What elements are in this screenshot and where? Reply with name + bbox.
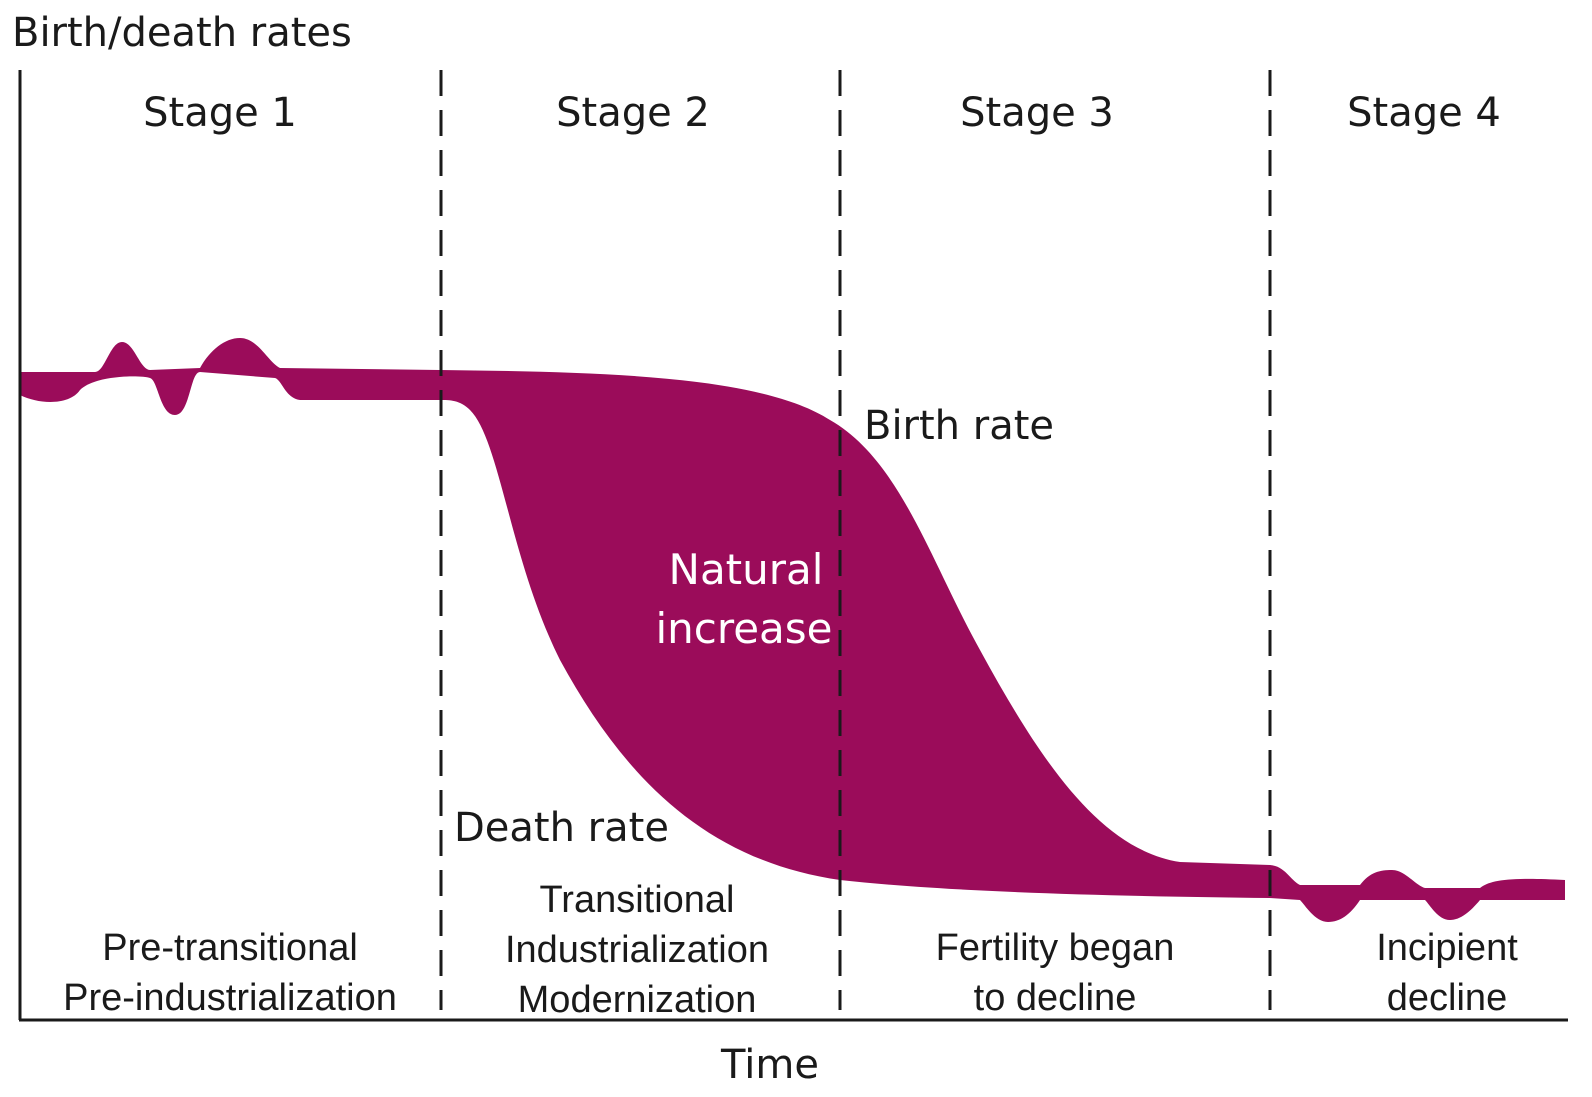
- death-rate-label: Death rate: [454, 805, 669, 851]
- x-axis-label: Time: [720, 1042, 819, 1088]
- stage-description: Incipient: [1376, 927, 1518, 969]
- stage-description: Transitional: [539, 879, 734, 921]
- stage-description: Fertility began: [936, 927, 1175, 969]
- stage-title: Stage 2: [556, 90, 710, 136]
- natural-increase-label: Natural: [669, 545, 824, 594]
- stage-description: Pre-transitional: [102, 927, 358, 969]
- natural-increase-label: increase: [655, 604, 832, 653]
- stage-description: Pre-industrialization: [63, 977, 397, 1019]
- stage-dividers: [439, 70, 1272, 1010]
- stage-description: Industrialization: [505, 929, 769, 971]
- y-axis-label: Birth/death rates: [12, 10, 352, 56]
- stage-description: decline: [1387, 977, 1507, 1019]
- stage-title: Stage 1: [143, 90, 297, 136]
- stage-title: Stage 4: [1347, 90, 1501, 136]
- natural-increase-area: [20, 338, 1565, 922]
- stage-description: to decline: [974, 977, 1137, 1019]
- stage-description: Modernization: [518, 979, 757, 1021]
- birth-rate-label: Birth rate: [864, 403, 1054, 449]
- stage-title: Stage 3: [960, 90, 1114, 136]
